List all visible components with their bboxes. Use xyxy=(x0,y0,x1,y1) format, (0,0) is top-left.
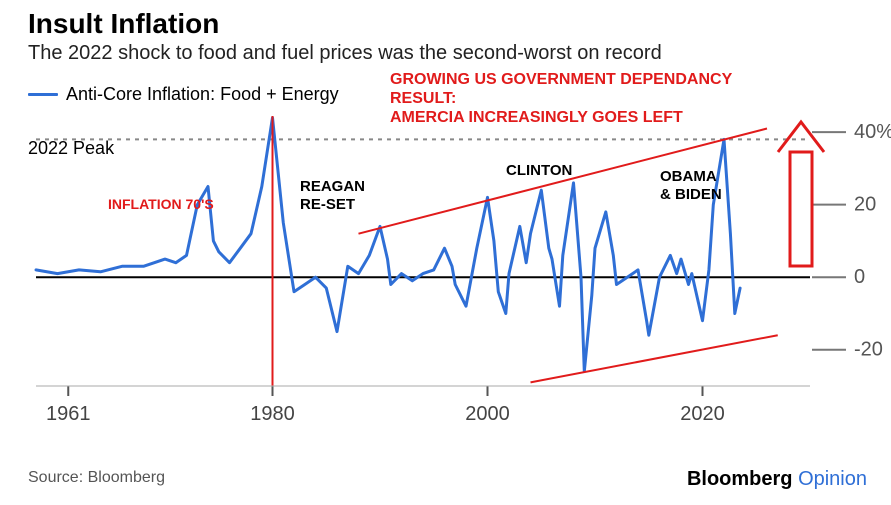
svg-text:2020: 2020 xyxy=(680,403,725,425)
svg-text:1961: 1961 xyxy=(46,403,91,425)
brand-label: Bloomberg Opinion xyxy=(687,468,867,491)
annotation-obama: OBAMA & BIDEN xyxy=(660,168,722,204)
svg-text:0: 0 xyxy=(854,266,865,288)
svg-text:2000: 2000 xyxy=(465,403,510,425)
chart-container: Insult Inflation The 2022 shock to food … xyxy=(0,0,891,505)
svg-text:1980: 1980 xyxy=(250,403,295,425)
svg-text:-20: -20 xyxy=(854,339,883,361)
annotation-headline: GROWING US GOVERNMENT DEPENDANCY RESULT:… xyxy=(390,70,732,128)
source-label: Source: Bloomberg xyxy=(28,469,165,487)
brand-suffix: Opinion xyxy=(798,468,867,490)
annotation-clinton: CLINTON xyxy=(506,162,572,180)
svg-text:20: 20 xyxy=(854,194,876,216)
annotation-reagan: REAGAN RE-SET xyxy=(300,178,365,214)
svg-text:40%: 40% xyxy=(854,121,891,143)
brand-name: Bloomberg xyxy=(687,468,793,490)
annotation-inflation-70s: INFLATION 70'S xyxy=(108,196,214,213)
